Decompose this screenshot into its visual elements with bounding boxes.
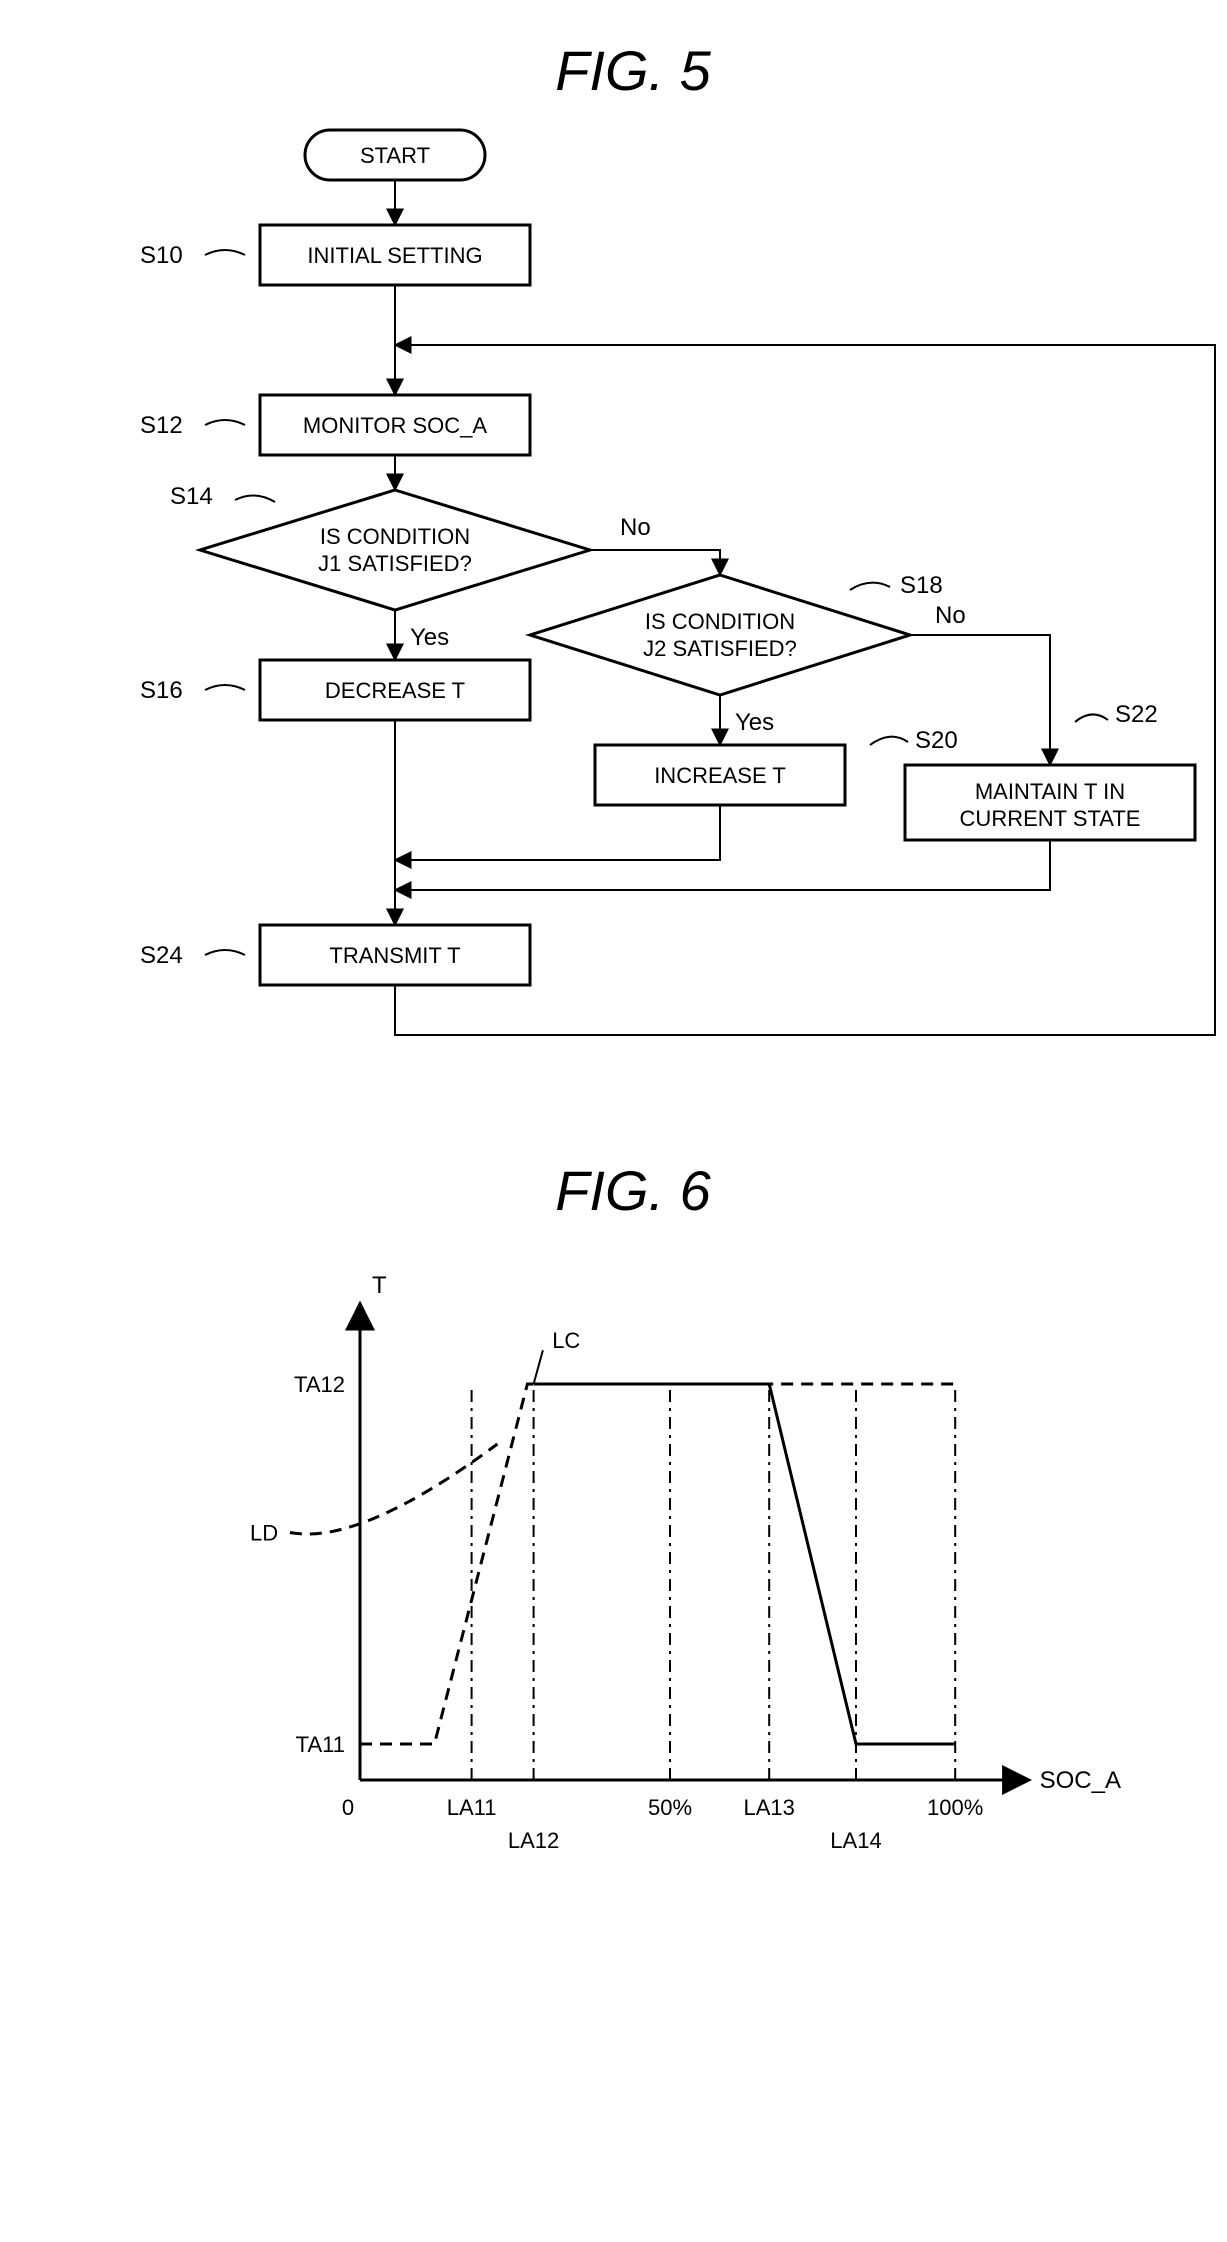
- callout-s16: S16: [140, 677, 245, 704]
- edge-s14-s18: [590, 550, 720, 575]
- node-s12-label: MONITOR SOC_A: [303, 413, 488, 438]
- fig6-plot: T SOC_A TA11 TA12 0 LA11 LA12 50% LA13 LA14 100% LC…: [250, 1272, 1121, 1853]
- callout-s10-text: S10: [140, 242, 183, 269]
- fig6-title: FIG. 6: [555, 1159, 711, 1222]
- node-s20: INCREASE T: [595, 745, 845, 805]
- callout-s18-text: S18: [900, 572, 943, 599]
- node-s14-line2: J1 SATISFIED?: [318, 551, 472, 576]
- node-start-label: START: [360, 143, 430, 168]
- series-label-LD: LD: [250, 1521, 278, 1546]
- callout-s14: S14: [170, 483, 275, 510]
- node-s22: MAINTAIN T IN CURRENT STATE: [905, 765, 1195, 840]
- callout-s16-text: S16: [140, 677, 183, 704]
- callout-s22: S22: [1075, 701, 1158, 728]
- node-s10: INITIAL SETTING: [260, 225, 530, 285]
- x-tick-LA12: LA12: [508, 1828, 559, 1853]
- node-s24-label: TRANSMIT T: [329, 943, 460, 968]
- series-label-LC: LC: [552, 1328, 580, 1353]
- x-tick-0: 0: [342, 1795, 354, 1820]
- x-tick-LA13: LA13: [744, 1795, 795, 1820]
- edge-s22-merge: [395, 840, 1050, 890]
- s18-no-label: No: [935, 602, 966, 629]
- x-axis-label: SOC_A: [1040, 1767, 1121, 1794]
- node-s18: IS CONDITION J2 SATISFIED?: [530, 575, 910, 695]
- series-LC: [534, 1384, 956, 1744]
- y-tick-TA11: TA11: [296, 1732, 345, 1757]
- callout-s18: S18: [850, 572, 943, 599]
- y-tick-TA12: TA12: [294, 1372, 345, 1397]
- node-s16-label: DECREASE T: [325, 678, 465, 703]
- callout-s24: S24: [140, 942, 245, 969]
- series-leader-LD: [290, 1444, 497, 1534]
- series-leader-LC: [534, 1350, 543, 1384]
- node-s14-line1: IS CONDITION: [320, 524, 470, 549]
- x-tick-LA11: LA11: [447, 1795, 497, 1820]
- callout-s12-text: S12: [140, 412, 183, 439]
- series-LD: [360, 1384, 955, 1744]
- node-s20-label: INCREASE T: [654, 763, 786, 788]
- s14-no-label: No: [620, 514, 651, 541]
- node-s18-line1: IS CONDITION: [645, 609, 795, 634]
- callout-s24-text: S24: [140, 942, 183, 969]
- callout-s14-text: S14: [170, 483, 213, 510]
- x-tick-50: 50%: [648, 1795, 692, 1820]
- x-tick-LA14: LA14: [830, 1828, 881, 1853]
- node-s10-label: INITIAL SETTING: [307, 243, 482, 268]
- s18-yes-label: Yes: [735, 709, 774, 736]
- node-start: START: [305, 130, 485, 180]
- fig5-title: FIG. 5: [555, 39, 711, 102]
- node-s22-line1: MAINTAIN T IN: [975, 779, 1125, 804]
- y-axis-label: T: [372, 1272, 387, 1299]
- node-s24: TRANSMIT T: [260, 925, 530, 985]
- node-s12: MONITOR SOC_A: [260, 395, 530, 455]
- node-s18-line2: J2 SATISFIED?: [643, 636, 797, 661]
- x-tick-100: 100%: [927, 1795, 983, 1820]
- node-s22-line2: CURRENT STATE: [960, 806, 1141, 831]
- edge-s20-merge: [395, 805, 720, 860]
- callout-s12: S12: [140, 412, 245, 439]
- callout-s22-text: S22: [1115, 701, 1158, 728]
- node-s16: DECREASE T: [260, 660, 530, 720]
- s14-yes-label: Yes: [410, 624, 449, 651]
- node-s14: IS CONDITION J1 SATISFIED?: [200, 490, 590, 610]
- callout-s20-text: S20: [915, 727, 958, 754]
- callout-s20: S20: [870, 727, 958, 754]
- callout-s10: S10: [140, 242, 245, 269]
